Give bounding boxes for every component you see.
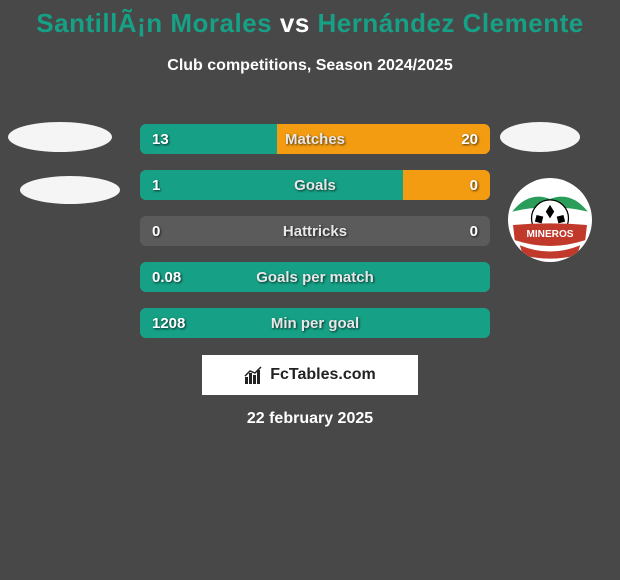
stats-table: 13Matches201Goals00Hattricks00.08Goals p… bbox=[140, 124, 490, 354]
brand-badge[interactable]: FcTables.com bbox=[202, 355, 418, 395]
stat-value-right: 20 bbox=[461, 131, 478, 148]
card-title: SantillÃ¡n Morales vs Hernández Clemente bbox=[0, 0, 620, 39]
stat-row: 1Goals0 bbox=[140, 170, 490, 200]
stat-label: Goals per match bbox=[140, 269, 490, 286]
stat-value-right: 0 bbox=[470, 223, 478, 240]
card-date: 22 february 2025 bbox=[0, 410, 620, 428]
player-a-photo-2 bbox=[20, 176, 120, 204]
player-b-name: Hernández Clemente bbox=[318, 8, 584, 38]
stat-row: 0.08Goals per match bbox=[140, 262, 490, 292]
stat-value-right: 0 bbox=[470, 177, 478, 194]
svg-text:MINEROS: MINEROS bbox=[526, 229, 573, 240]
stat-label: Hattricks bbox=[140, 223, 490, 240]
vs-text: vs bbox=[280, 8, 318, 38]
stat-label: Min per goal bbox=[140, 315, 490, 332]
player-a-name: SantillÃ¡n Morales bbox=[36, 8, 272, 38]
brand-chart-icon bbox=[244, 365, 264, 385]
card-subtitle: Club competitions, Season 2024/2025 bbox=[0, 57, 620, 75]
player-b-photo bbox=[500, 122, 580, 152]
stat-row: 1208Min per goal bbox=[140, 308, 490, 338]
stat-label: Goals bbox=[140, 177, 490, 194]
stat-row: 13Matches20 bbox=[140, 124, 490, 154]
player-a-photo-1 bbox=[8, 122, 112, 152]
brand-text: FcTables.com bbox=[270, 366, 376, 384]
stat-row: 0Hattricks0 bbox=[140, 216, 490, 246]
mineros-logo-svg: MINEROS bbox=[508, 178, 592, 262]
comparison-card: SantillÃ¡n Morales vs Hernández Clemente… bbox=[0, 0, 620, 580]
stat-label: Matches bbox=[140, 131, 490, 148]
team-b-logo: MINEROS bbox=[508, 178, 592, 262]
